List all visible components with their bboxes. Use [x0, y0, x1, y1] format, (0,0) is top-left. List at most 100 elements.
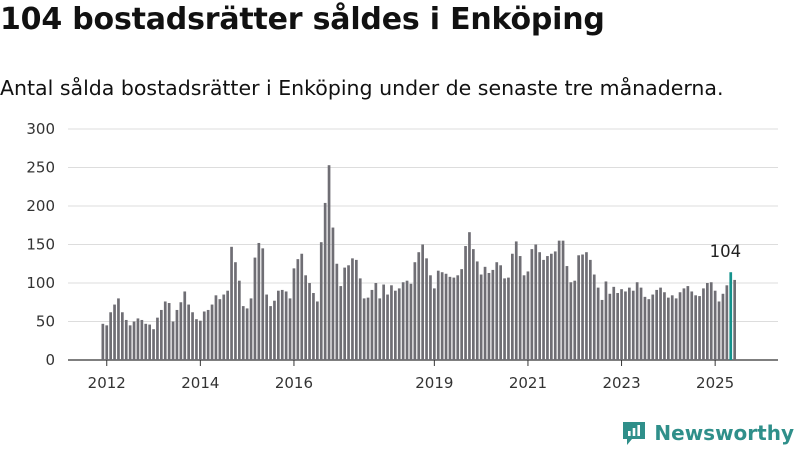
y-tick-label: 300 [26, 120, 55, 138]
bar [709, 282, 713, 360]
bar [226, 290, 229, 360]
bar [682, 288, 686, 360]
bar [351, 258, 354, 360]
bar [121, 312, 124, 360]
bar [522, 275, 526, 360]
bar [690, 291, 694, 360]
bar [319, 242, 323, 360]
bar [362, 298, 366, 360]
bar [499, 265, 502, 360]
bar [433, 288, 436, 360]
bar [370, 289, 374, 360]
bar [624, 291, 627, 360]
bar [631, 290, 635, 360]
bar [312, 293, 315, 360]
bar [561, 240, 565, 360]
bar [202, 311, 206, 360]
bar [280, 289, 284, 360]
bar [600, 299, 604, 360]
bar [163, 301, 167, 360]
bar [694, 295, 697, 360]
bar [296, 259, 300, 360]
bar [218, 299, 222, 360]
bar [635, 282, 639, 360]
bar [507, 277, 510, 360]
x-axis-ticks: 2012 2014 2016 2019 2021 2023 2025 [88, 360, 734, 392]
bar [698, 296, 701, 360]
bar [171, 321, 175, 360]
bar [140, 319, 144, 360]
bar [620, 289, 623, 360]
bar [269, 306, 272, 360]
bar [257, 242, 261, 360]
bar [124, 319, 128, 360]
bar [374, 283, 378, 360]
bar [604, 281, 608, 360]
bar [725, 285, 729, 360]
bar [366, 297, 370, 360]
bar [667, 297, 670, 360]
bar [511, 253, 514, 360]
bar [713, 290, 717, 360]
bar [316, 301, 319, 360]
bar [444, 273, 448, 360]
chart-title: 104 bostadsrätter såldes i Enköping [0, 2, 605, 37]
bar [152, 329, 155, 360]
bar [117, 298, 120, 360]
bar [530, 249, 534, 360]
bar [343, 267, 346, 360]
latest-value-label: 104 [710, 242, 742, 261]
bar [339, 286, 343, 360]
bar [448, 276, 452, 360]
bar [397, 288, 401, 360]
bars [101, 165, 736, 360]
bar [304, 275, 307, 360]
bar [659, 287, 662, 360]
bar [616, 293, 619, 360]
bar [550, 253, 553, 360]
bar [514, 241, 518, 360]
bar [472, 249, 475, 360]
bar [300, 253, 304, 360]
bar [487, 272, 491, 360]
bar [405, 280, 409, 360]
bar [323, 202, 327, 360]
bar [706, 283, 709, 360]
bar [358, 278, 362, 360]
y-tick-label: 150 [26, 236, 55, 254]
bar [460, 269, 463, 360]
bar [585, 252, 588, 360]
y-tick-label: 100 [26, 274, 55, 292]
newsworthy-logo-icon [623, 422, 646, 445]
bar [292, 268, 296, 360]
bar [526, 271, 530, 360]
bar [160, 309, 163, 360]
bar [230, 246, 233, 360]
y-tick-label: 200 [26, 197, 55, 215]
bar [475, 261, 479, 360]
bar [327, 165, 331, 360]
bar [592, 274, 596, 360]
bar [234, 262, 237, 360]
bar [113, 304, 116, 360]
bar [483, 266, 487, 360]
bar [421, 244, 424, 360]
bar [249, 298, 253, 360]
bar [589, 259, 592, 360]
bar [456, 275, 460, 360]
x-tick-label: 2016 [275, 374, 313, 392]
bar [464, 246, 467, 360]
y-tick-label: 50 [36, 313, 55, 331]
bar [109, 312, 112, 360]
bar [308, 283, 311, 360]
bar [241, 306, 245, 360]
bar [686, 286, 690, 360]
bar [245, 308, 249, 360]
bar [187, 304, 190, 360]
bar [175, 309, 179, 360]
bar [479, 274, 483, 360]
bar [238, 280, 241, 360]
y-tick-label: 0 [45, 351, 55, 369]
bar [534, 244, 538, 360]
